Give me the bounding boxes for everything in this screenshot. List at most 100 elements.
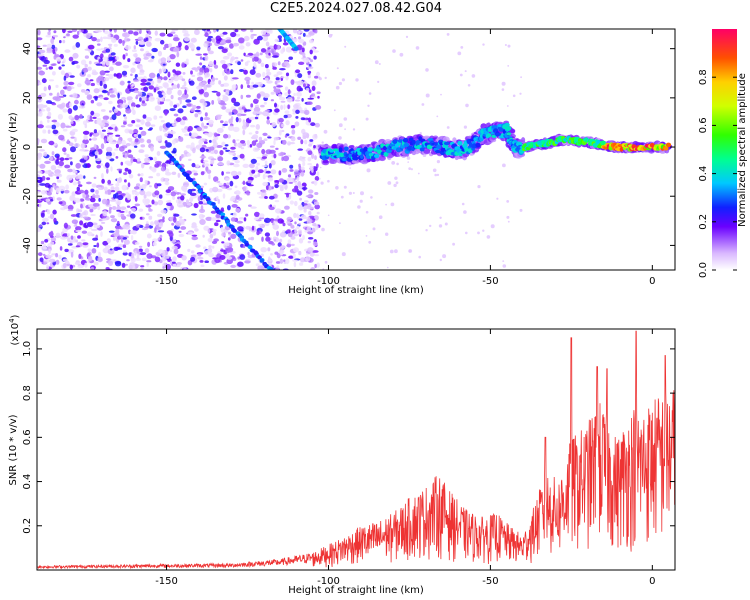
noise-speckle xyxy=(84,123,88,129)
noise-speckle xyxy=(179,120,186,126)
noise-speckle xyxy=(237,171,242,176)
noise-speckle xyxy=(196,105,201,109)
noise-speckle xyxy=(121,262,126,268)
noise-speckle xyxy=(69,102,72,107)
noise-speckle xyxy=(183,189,187,193)
sparse-speckle xyxy=(444,222,448,226)
noise-speckle xyxy=(172,69,176,73)
spectrogram-y-axis-label: Frequency (Hz) xyxy=(8,112,19,188)
noise-speckle xyxy=(266,80,273,84)
noise-speckle xyxy=(106,189,112,195)
sparse-speckle xyxy=(352,192,355,194)
noise-speckle xyxy=(101,90,108,94)
signal-core-mark xyxy=(411,139,416,145)
noise-speckle xyxy=(191,225,198,229)
noise-speckle xyxy=(154,30,158,36)
noise-speckle xyxy=(140,119,145,125)
noise-speckle xyxy=(189,80,195,86)
noise-speckle xyxy=(271,62,278,67)
noise-speckle xyxy=(113,108,119,114)
noise-speckle xyxy=(61,102,66,108)
noise-speckle xyxy=(226,182,230,186)
noise-speckle xyxy=(147,78,153,81)
noise-speckle xyxy=(110,215,115,219)
sparse-speckle xyxy=(429,224,432,228)
signal-core-mark xyxy=(504,122,510,127)
noise-speckle xyxy=(217,156,224,162)
noise-speckle xyxy=(95,63,103,66)
noise-speckle xyxy=(271,122,277,127)
noise-speckle xyxy=(55,232,61,239)
noise-speckle xyxy=(87,66,92,71)
noise-speckle xyxy=(135,94,143,97)
noise-speckle xyxy=(122,65,130,69)
noise-speckle xyxy=(39,183,46,186)
noise-speckle xyxy=(277,242,282,247)
noise-speckle xyxy=(180,97,188,100)
noise-speckle xyxy=(68,157,73,160)
noise-speckle xyxy=(179,155,182,162)
noise-speckle xyxy=(185,144,192,149)
noise-speckle xyxy=(172,195,176,201)
noise-speckle xyxy=(133,134,138,137)
noise-speckle xyxy=(184,150,187,153)
noise-speckle xyxy=(303,203,308,206)
noise-speckle xyxy=(170,31,176,34)
noise-speckle xyxy=(296,225,300,230)
noise-speckle xyxy=(63,189,70,194)
noise-speckle xyxy=(55,253,59,258)
noise-speckle xyxy=(240,113,247,116)
noise-speckle xyxy=(256,142,263,148)
noise-speckle xyxy=(46,43,52,49)
noise-speckle xyxy=(145,117,152,122)
noise-speckle xyxy=(125,108,132,114)
noise-speckle xyxy=(154,220,158,226)
noise-speckle xyxy=(232,42,239,47)
noise-speckle xyxy=(269,145,275,148)
noise-speckle xyxy=(312,223,317,227)
noise-speckle xyxy=(117,220,120,225)
noise-speckle xyxy=(193,202,199,209)
signal-core-mark xyxy=(392,139,399,145)
noise-speckle xyxy=(277,35,282,39)
noise-speckle xyxy=(134,138,139,143)
noise-speckle xyxy=(302,234,305,241)
noise-speckle xyxy=(49,92,53,96)
noise-speckle xyxy=(58,201,63,205)
noise-speckle xyxy=(296,190,303,196)
noise-speckle xyxy=(187,248,191,252)
noise-speckle xyxy=(50,186,53,193)
noise-speckle xyxy=(103,30,109,35)
sparse-speckle xyxy=(341,78,345,82)
noise-speckle xyxy=(110,186,115,191)
noise-speckle xyxy=(177,108,184,114)
noise-speckle xyxy=(195,244,201,248)
noise-speckle xyxy=(260,253,265,257)
noise-speckle xyxy=(162,63,166,66)
noise-speckle xyxy=(99,122,106,127)
noise-speckle xyxy=(93,112,101,118)
noise-speckle xyxy=(139,127,143,130)
signal-core-mark xyxy=(665,142,672,148)
noise-speckle xyxy=(107,248,115,255)
noise-speckle xyxy=(201,214,206,218)
noise-speckle xyxy=(265,64,269,69)
noise-speckle xyxy=(59,246,63,251)
noise-speckle xyxy=(247,251,250,256)
noise-speckle xyxy=(113,43,118,47)
noise-speckle xyxy=(119,80,125,86)
sparse-speckle xyxy=(387,266,389,269)
noise-speckle xyxy=(67,249,75,254)
noise-speckle xyxy=(104,70,110,73)
noise-speckle xyxy=(110,190,116,193)
noise-speckle xyxy=(123,99,127,103)
noise-speckle xyxy=(173,104,178,109)
noise-speckle xyxy=(49,213,55,220)
noise-speckle xyxy=(203,67,210,74)
signal-core-mark xyxy=(600,140,606,146)
noise-speckle xyxy=(58,185,66,192)
noise-speckle xyxy=(134,195,138,202)
noise-speckle xyxy=(139,225,144,228)
noise-speckle xyxy=(224,144,229,147)
noise-speckle xyxy=(184,45,189,51)
